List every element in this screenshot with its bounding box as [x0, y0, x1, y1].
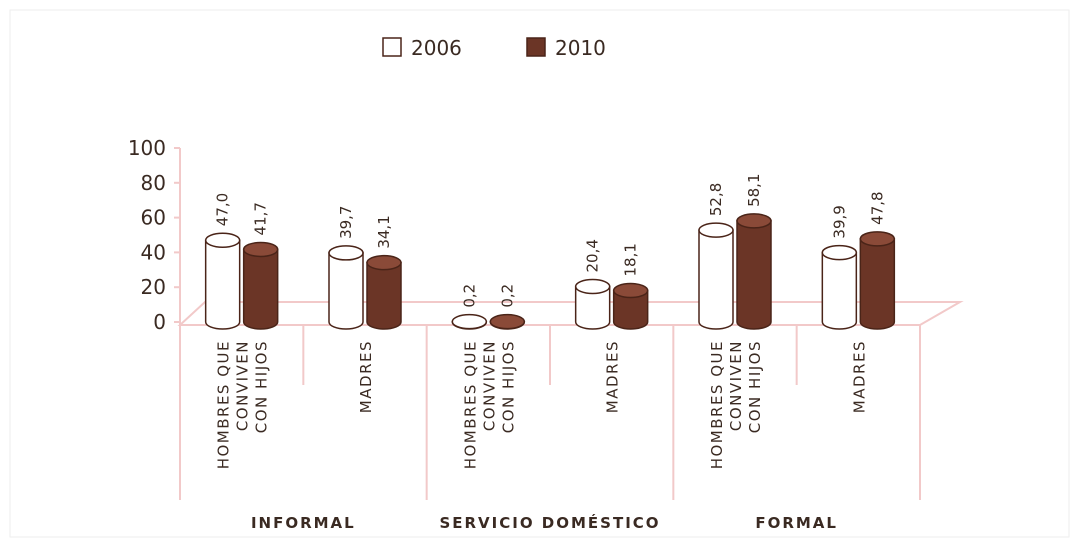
value-label: 18,1	[622, 243, 640, 276]
value-label: 34,1	[375, 215, 393, 248]
legend-swatch	[526, 37, 546, 57]
value-label: 58,1	[745, 173, 763, 206]
bar	[859, 238, 896, 330]
value-label: 0,2	[460, 284, 478, 308]
bar-top	[451, 313, 488, 330]
x-tick-label: MADRES	[850, 340, 868, 413]
bar	[574, 285, 611, 330]
bar	[366, 261, 402, 330]
bar-top	[736, 213, 772, 229]
x-tick-label: HOMBRES QUE	[215, 340, 233, 469]
y-tick-label: 80	[141, 171, 166, 195]
legend-swatch	[382, 37, 402, 57]
y-tick-label: 20	[141, 275, 166, 299]
x-tick-label: CON HIJOS	[746, 340, 764, 433]
x-tick-label: MADRES	[604, 340, 622, 413]
value-label: 20,4	[584, 239, 602, 272]
value-label: 52,8	[707, 183, 725, 216]
value-label: 0,2	[498, 284, 516, 308]
y-tick-label: 40	[141, 240, 166, 264]
value-label: 39,7	[337, 206, 355, 239]
y-tick-label: 60	[141, 206, 166, 230]
x-tick-label: CON HIJOS	[499, 340, 517, 433]
bar-top	[574, 278, 611, 295]
bar	[821, 251, 858, 330]
legend-label: 2010	[555, 36, 606, 60]
x-tick-label: CON HIJOS	[253, 340, 271, 433]
group-label: SERVICIO DOMÉSTICO	[439, 513, 660, 532]
legend-label: 2006	[411, 36, 462, 60]
group-label: FORMAL	[755, 514, 838, 532]
value-label: 47,0	[214, 193, 232, 226]
x-tick-label: HOMBRES QUE	[708, 340, 726, 469]
bar-top	[612, 282, 649, 299]
group-label: INFORMAL	[251, 514, 356, 532]
bar-top	[242, 241, 279, 258]
x-tick-label: HOMBRES QUE	[461, 340, 479, 469]
bar-top	[366, 254, 402, 271]
bar	[612, 289, 649, 330]
bar-top	[859, 231, 896, 247]
bar	[698, 229, 734, 330]
y-tick-label: 100	[128, 136, 166, 160]
x-tick-label: MADRES	[357, 340, 375, 413]
x-tick-label: CONVIVEN	[234, 340, 252, 431]
frame	[9, 9, 1070, 538]
bar-top	[489, 313, 526, 330]
y-tick-label: 0	[153, 310, 166, 334]
value-label: 41,7	[252, 202, 270, 235]
x-tick-label: CONVIVEN	[727, 340, 745, 431]
bar-top	[204, 232, 241, 248]
value-label: 39,9	[830, 205, 848, 238]
value-label: 47,8	[868, 191, 886, 224]
bar-top	[698, 222, 734, 238]
bar	[328, 252, 364, 330]
bar-top	[328, 245, 364, 261]
x-tick-label: CONVIVEN	[480, 340, 498, 431]
bar	[242, 248, 279, 330]
bar-top	[821, 244, 858, 261]
bar	[204, 239, 241, 330]
bar	[736, 220, 772, 330]
